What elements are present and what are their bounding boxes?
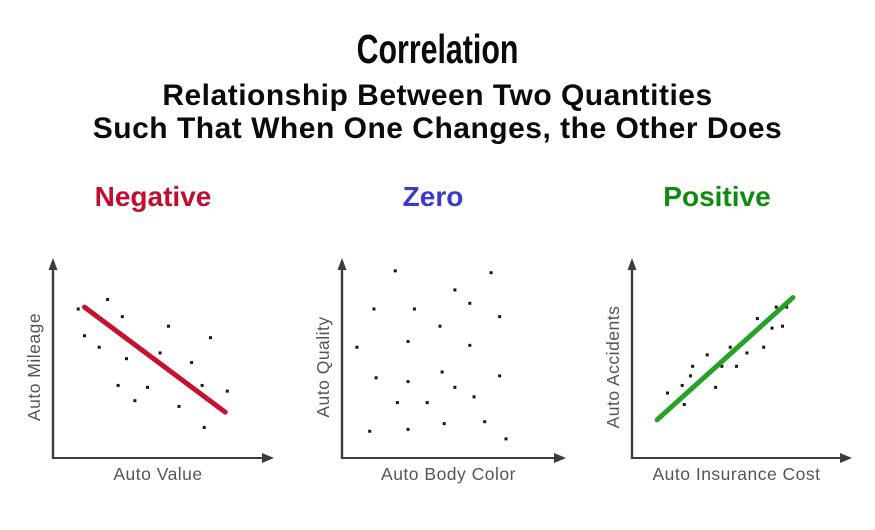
scatter-dot xyxy=(682,403,686,407)
panel-heading-zero: Zero xyxy=(402,181,464,212)
scatter-dot xyxy=(453,288,457,292)
scatter-dot xyxy=(689,374,693,378)
y-axis-arrow-icon xyxy=(337,258,347,270)
trend-line xyxy=(82,304,228,415)
subtitle-line-1: Relationship Between Two Quantities xyxy=(162,79,713,112)
panel-zero-correlation: Zero Auto Quality Auto Body Color xyxy=(298,180,568,520)
y-axis-arrow-icon xyxy=(48,258,58,270)
scatter-dot xyxy=(406,339,410,343)
scatter-dot xyxy=(167,324,170,328)
trend-line xyxy=(654,295,796,423)
scatter-dot xyxy=(133,399,137,403)
page-title: Correlation xyxy=(356,26,519,72)
scatter-dot xyxy=(202,425,206,429)
x-axis-label: Auto Value xyxy=(113,464,202,484)
scatter-dot xyxy=(97,345,101,349)
scatter-dot xyxy=(770,326,774,330)
y-axis-arrow-icon xyxy=(627,258,637,270)
scatter-dot xyxy=(720,364,724,368)
x-axis-arrow-icon xyxy=(554,453,566,463)
scatter-dot xyxy=(666,391,670,395)
x-axis-label: Auto Body Color xyxy=(381,464,516,484)
scatter-dot xyxy=(406,427,410,431)
scatter-dot xyxy=(120,315,124,319)
x-axis-label: Auto Insurance Cost xyxy=(652,464,820,484)
panel-heading-positive: Positive xyxy=(663,181,771,212)
scatter-plot-zero: Auto Quality Auto Body Color xyxy=(313,258,566,484)
scatter-dot xyxy=(440,370,444,374)
scatter-dot xyxy=(714,385,718,389)
scatter-dot xyxy=(209,336,212,340)
scatter-dot xyxy=(774,305,778,309)
scatter-dot xyxy=(691,364,695,368)
scatter-plot-negative: Auto Mileage Auto Value xyxy=(24,258,274,484)
x-axis-arrow-icon xyxy=(262,453,274,463)
scatter-dot xyxy=(762,345,766,349)
scatter-dot xyxy=(468,343,472,347)
panel-positive-correlation: Positive Auto Accidents Auto Insurance Co… xyxy=(576,180,858,520)
x-axis-arrow-icon xyxy=(840,453,852,463)
scatter-dot xyxy=(76,307,80,311)
y-axis-label: Auto Mileage xyxy=(24,313,44,421)
scatter-dot xyxy=(200,383,204,387)
scatter-dot xyxy=(177,404,181,408)
scatter-dot xyxy=(395,401,399,405)
scatter-dot xyxy=(442,422,446,426)
scatter-dot xyxy=(146,385,149,389)
panel-negative-correlation: Negative Auto Mileage Auto Value xyxy=(18,180,288,520)
scatter-dot xyxy=(489,271,493,275)
scatter-dot xyxy=(225,389,229,393)
scatter-dot xyxy=(468,301,472,305)
scatter-dot xyxy=(125,357,128,361)
scatter-dot xyxy=(472,395,476,399)
scatter-dot xyxy=(372,307,376,311)
scatter-dot xyxy=(406,380,410,384)
scatter-dot xyxy=(780,324,784,328)
y-axis-label: Auto Quality xyxy=(313,316,333,417)
scatter-dot xyxy=(745,351,749,355)
scatter-dot xyxy=(368,429,372,433)
scatter-dot xyxy=(425,401,429,405)
scatter-dot xyxy=(355,345,359,349)
scatter-plot-positive: Auto Accidents Auto Insurance Cost xyxy=(603,258,852,484)
scatter-dot xyxy=(453,385,457,389)
scatter-dot xyxy=(680,383,684,387)
y-axis-label: Auto Accidents xyxy=(603,306,623,429)
scatter-dot xyxy=(83,334,86,338)
scatter-dot xyxy=(116,383,120,387)
scatter-dot xyxy=(393,269,397,273)
scatter-dot xyxy=(785,305,789,309)
scatter-dot xyxy=(374,376,378,380)
scatter-dot xyxy=(483,420,487,424)
scatter-dot xyxy=(728,345,732,349)
panel-heading-negative: Negative xyxy=(94,181,212,212)
scatter-dot xyxy=(504,437,508,441)
scatter-dot xyxy=(498,315,502,319)
scatter-dot xyxy=(106,297,110,301)
scatter-dot xyxy=(438,324,442,328)
scatter-dot xyxy=(498,374,502,378)
scatter-dot xyxy=(158,351,162,355)
scatter-dot xyxy=(735,364,738,368)
scatter-dot xyxy=(412,307,416,311)
scatter-dot xyxy=(190,361,194,364)
scatter-dot xyxy=(705,353,709,357)
scatter-dot xyxy=(755,317,759,321)
subtitle-line-2: Such That When One Changes, the Other Do… xyxy=(92,112,783,145)
